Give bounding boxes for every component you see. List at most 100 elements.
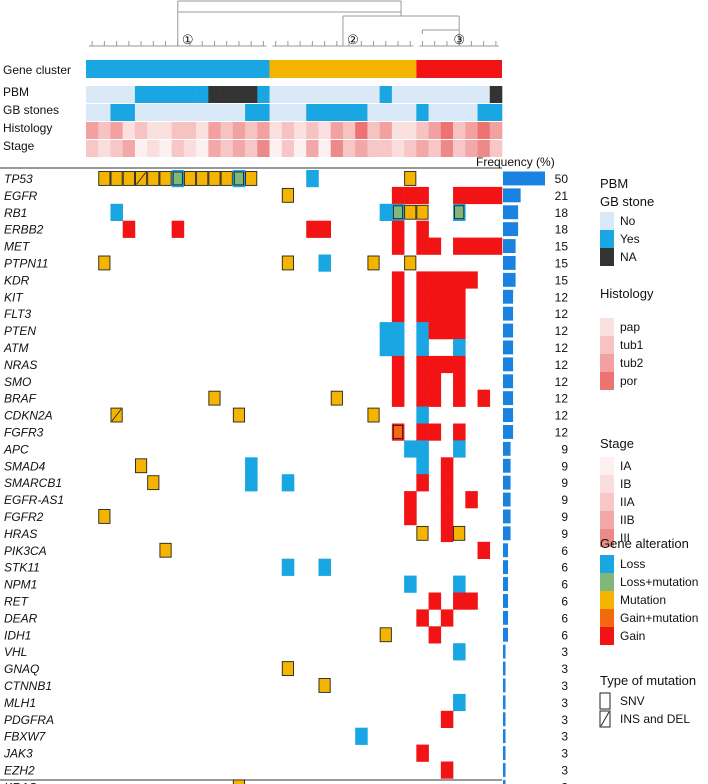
pbm-cell (306, 86, 319, 103)
gene-label: JAK3 (3, 747, 33, 761)
pbm-cell (318, 86, 332, 103)
frequency-bar (503, 408, 514, 422)
frequency-bar (503, 425, 514, 439)
gene-label: MET (4, 240, 31, 254)
histology-row-label: Histology (3, 121, 52, 135)
gb-stones-cell (294, 104, 307, 121)
gb-stones-cell (465, 104, 478, 121)
loss-cell (281, 474, 295, 492)
mutation-cell (196, 171, 209, 186)
stage-cell (416, 140, 429, 157)
frequency-bar (503, 205, 519, 220)
cluster-segment (269, 60, 417, 78)
histology-cell (159, 122, 172, 139)
gain-cell (416, 288, 429, 306)
gb-stones-cell (306, 104, 319, 121)
mutation-cell (281, 187, 294, 203)
legend: PBM GB stone No Yes NA Histology pap tub1 tub2 po… (599, 176, 698, 728)
cluster-segment (86, 60, 270, 78)
frequency-header: Frequency (%) (476, 155, 555, 169)
frequency-value: 6 (561, 561, 568, 575)
gain-cell (440, 271, 454, 289)
loss-cell (416, 322, 429, 340)
gb-stones-row-label: GB stones (3, 103, 59, 117)
legend-histology-item: pap (620, 320, 640, 334)
frequency-value: 12 (555, 426, 569, 440)
histology-cell (367, 122, 380, 139)
frequency-bar (503, 610, 509, 625)
stage-cell (404, 140, 417, 157)
gain-cell (428, 237, 442, 255)
loss-cell (245, 474, 258, 492)
frequency-value: 9 (561, 527, 568, 541)
gene-label: SMO (4, 375, 31, 389)
legend-histology-item: tub2 (620, 356, 644, 370)
legend-swatch (600, 372, 614, 390)
frequency-bar (503, 171, 545, 186)
gain-cell (416, 305, 429, 323)
gain-cell (306, 220, 319, 238)
pbm-row-label: PBM (3, 85, 29, 99)
gain-cell (391, 220, 405, 238)
gene-label: FGFR2 (4, 510, 44, 524)
histology-cell (355, 122, 368, 139)
legend-stage-item: IB (620, 477, 631, 491)
mutation-cell (281, 255, 294, 271)
gene-label: FLT3 (4, 307, 31, 321)
gain-cell (453, 389, 466, 407)
gene-label: IDH1 (4, 628, 31, 642)
histology-cell (489, 122, 503, 139)
gain-cell (440, 305, 454, 323)
mutation-cell (183, 171, 197, 186)
stage-cell (208, 140, 221, 157)
histology-cell (416, 122, 429, 139)
gb-stones-cell (147, 104, 160, 121)
pbm-cell (220, 86, 234, 103)
pbm-cell (183, 86, 197, 103)
gene-label: PIK3CA (4, 544, 47, 558)
gb-stones-cell (245, 104, 258, 121)
gain-cell (440, 508, 454, 526)
gb-stones-cell (196, 104, 209, 121)
gb-stones-cell (355, 104, 368, 121)
frequency-value: 15 (555, 273, 569, 287)
loss-cell (281, 558, 295, 576)
gain-cell (428, 322, 442, 340)
legend-alteration-title: Gene alteration (600, 536, 689, 551)
gain-cell (391, 355, 405, 374)
gene-label: EGFR (4, 189, 38, 203)
loss-cell (379, 339, 393, 357)
gb-stones-cell (232, 104, 246, 121)
histology-cell (147, 122, 160, 139)
gain-cell (489, 237, 503, 255)
legend-alteration-item: Loss (620, 557, 645, 571)
histology-cell (294, 122, 307, 139)
mutation-cell (453, 525, 466, 541)
frequency-bars (503, 171, 545, 784)
pbm-cell (330, 86, 344, 103)
frequency-value: 12 (555, 324, 569, 338)
frequency-bar (503, 712, 506, 727)
histology-cell (453, 122, 466, 139)
loss-cell (110, 203, 124, 221)
pbm-cell (269, 86, 283, 103)
loss-cell (318, 558, 332, 576)
frequency-value: 3 (561, 662, 568, 676)
gain-cell (465, 271, 478, 289)
mutation-cell (318, 678, 331, 693)
stage-cell (453, 140, 466, 157)
stage-cell (355, 140, 368, 157)
histology-cell (318, 122, 332, 139)
gain-cell (453, 322, 466, 340)
gain-cell (453, 237, 466, 255)
gain-cell (428, 355, 442, 374)
gene-label: EZH2 (4, 764, 35, 778)
gene-label: GNAQ (4, 662, 39, 676)
stage-cell (232, 140, 246, 157)
gene-label: MLH1 (4, 696, 36, 710)
frequency-value: 18 (555, 206, 569, 220)
cn-mutation-cell (172, 171, 183, 186)
gene-label: RB1 (4, 206, 27, 220)
frequency-value: 12 (555, 392, 569, 406)
gene-label: HRAS (4, 527, 37, 541)
